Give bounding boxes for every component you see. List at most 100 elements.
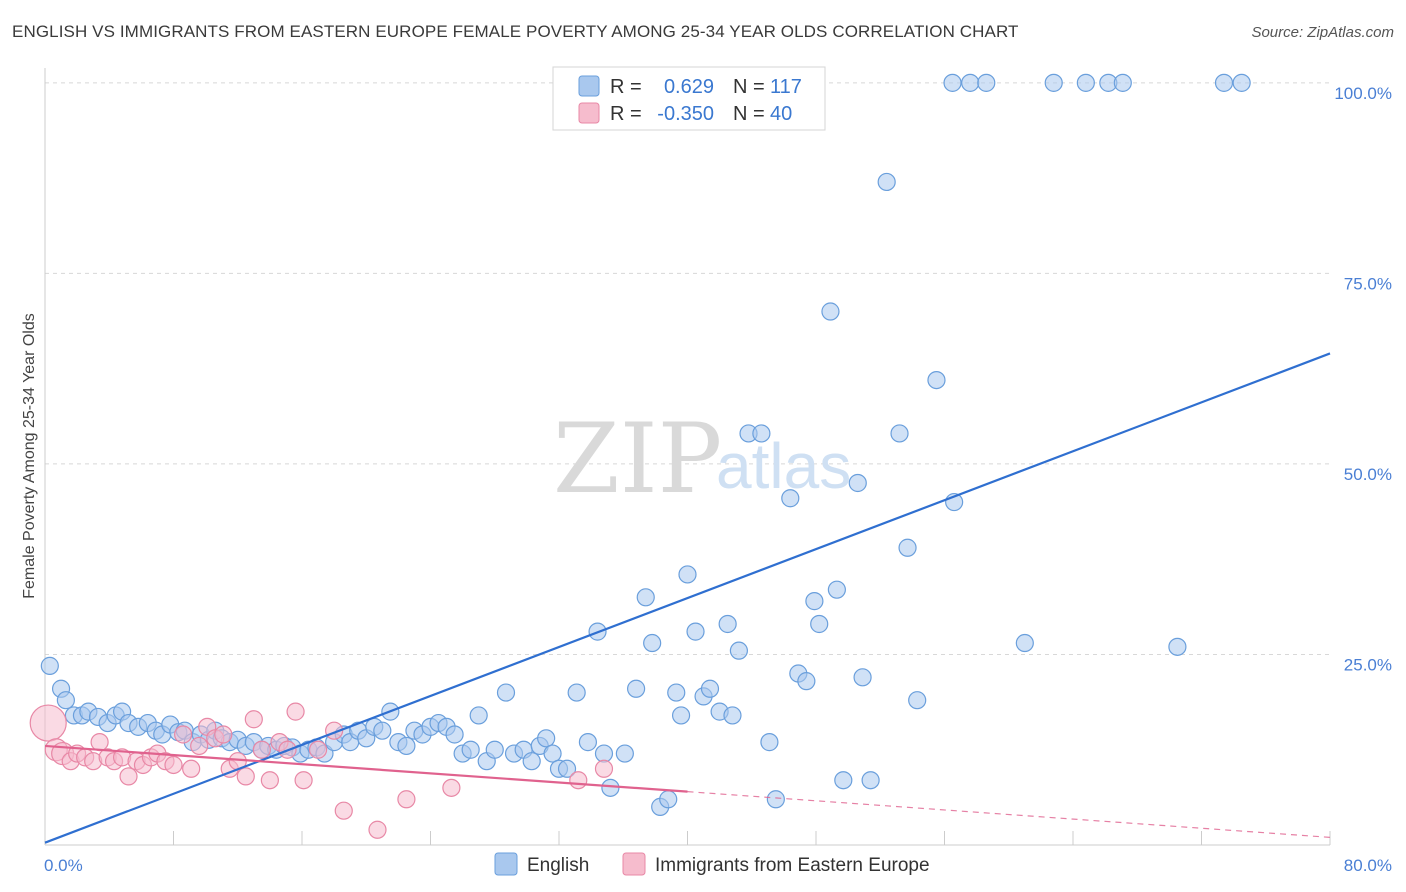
immigrants-n-value: 40 xyxy=(770,103,792,125)
english-r-label: R = xyxy=(610,76,642,98)
english-point xyxy=(667,683,686,702)
english-point xyxy=(943,73,962,92)
x-tick-labels: 0.0% 80.0% xyxy=(44,856,1392,875)
legend-top: R = 0.629 N = 117 R = -0.350 N = 40 xyxy=(552,66,826,131)
english-point xyxy=(671,706,691,725)
immigrants-point xyxy=(174,725,193,744)
english-point xyxy=(760,733,779,752)
english-r-value: 0.629 xyxy=(664,76,714,98)
immigrants-point xyxy=(334,801,353,820)
immigrants-point xyxy=(244,710,263,729)
chart-source: Source: ZipAtlas.com xyxy=(1251,24,1394,41)
immigrants-point xyxy=(594,759,614,778)
english-point xyxy=(766,790,785,809)
immigrants-point xyxy=(29,704,67,742)
immigrants-point xyxy=(164,755,183,775)
english-point xyxy=(890,424,909,443)
english-point xyxy=(827,580,846,599)
english-point xyxy=(537,729,556,748)
immigrants-point xyxy=(252,740,271,759)
english-point xyxy=(805,592,824,611)
immigrants-bottom-label: Immigrants from Eastern Europe xyxy=(655,855,930,876)
trend-lines xyxy=(44,352,1331,844)
watermark-atlas: atlas xyxy=(716,430,851,502)
immigrants-point xyxy=(182,759,201,778)
immigrants-trend-extension xyxy=(687,791,1331,838)
y-axis-label: Female Poverty Among 25-34 Year Olds xyxy=(21,313,38,599)
english-point xyxy=(927,370,946,390)
english-point xyxy=(834,771,853,790)
y-tick-label: 25.0% xyxy=(1344,655,1392,674)
english-n-label: N = xyxy=(733,76,765,98)
english-point xyxy=(723,706,742,725)
watermark-zip: ZIP xyxy=(553,403,722,515)
english-point xyxy=(961,73,980,92)
immigrants-point xyxy=(368,820,387,839)
english-point xyxy=(626,679,646,698)
immigrants-point xyxy=(286,702,305,721)
immigrants-bottom-swatch xyxy=(622,852,646,876)
english-point xyxy=(781,489,800,508)
immigrants-n-label: N = xyxy=(733,103,765,125)
english-point xyxy=(40,656,59,675)
english-point xyxy=(557,759,577,778)
english-point xyxy=(496,683,516,702)
english-point xyxy=(700,679,720,698)
english-point xyxy=(1015,633,1034,653)
english-point xyxy=(1168,637,1187,656)
english-bottom-label: English xyxy=(527,855,589,876)
english-point xyxy=(848,473,867,493)
english-point xyxy=(898,538,917,557)
english-point xyxy=(636,588,655,607)
y-tick-label: 75.0% xyxy=(1344,274,1392,293)
english-point xyxy=(678,565,697,584)
immigrants-point xyxy=(308,740,328,759)
english-point xyxy=(686,622,705,641)
english-point xyxy=(469,706,488,725)
english-point xyxy=(853,668,872,687)
immigrants-r-value: -0.350 xyxy=(657,103,714,125)
english-point xyxy=(861,771,880,790)
immigrants-point xyxy=(236,767,255,786)
immigrants-point xyxy=(260,771,279,790)
immigrants-point xyxy=(569,771,588,790)
immigrants-point xyxy=(90,733,109,752)
immigrants-point xyxy=(119,767,138,786)
english-point xyxy=(601,778,620,797)
x-tick-label: 80.0% xyxy=(1344,856,1392,875)
english-point xyxy=(578,733,598,752)
watermark: ZIP atlas xyxy=(553,403,851,515)
english-point xyxy=(752,424,771,443)
chart-title: ENGLISH VS IMMIGRANTS FROM EASTERN EUROP… xyxy=(12,22,1019,41)
english-point xyxy=(718,614,737,634)
english-point xyxy=(567,683,586,702)
english-n-value: 117 xyxy=(770,76,802,98)
english-point xyxy=(729,641,749,660)
immigrants-r-label: R = xyxy=(610,103,642,125)
immigrants-point xyxy=(190,736,209,756)
english-point xyxy=(522,752,541,771)
immigrants-point xyxy=(294,771,313,790)
english-point xyxy=(1044,73,1063,92)
english-point xyxy=(659,790,678,809)
y-tick-label: 100.0% xyxy=(1334,84,1392,103)
english-point xyxy=(877,172,896,192)
english-point xyxy=(643,633,662,653)
immigrants-point xyxy=(214,725,233,744)
english-point xyxy=(445,725,464,744)
english-point xyxy=(810,614,829,634)
x-tick-label: 0.0% xyxy=(44,856,83,875)
immigrants-point xyxy=(442,778,461,797)
english-point xyxy=(1232,73,1251,92)
english-point xyxy=(977,73,996,92)
y-tick-label: 50.0% xyxy=(1344,465,1392,484)
english-point xyxy=(821,302,840,321)
immigrants-trend-line xyxy=(44,744,688,793)
english-bottom-swatch xyxy=(494,852,518,876)
english-point xyxy=(615,744,634,763)
english-point xyxy=(1076,73,1095,92)
immigrants-legend-swatch xyxy=(578,102,600,124)
english-point xyxy=(1113,73,1132,92)
english-point xyxy=(797,672,816,691)
